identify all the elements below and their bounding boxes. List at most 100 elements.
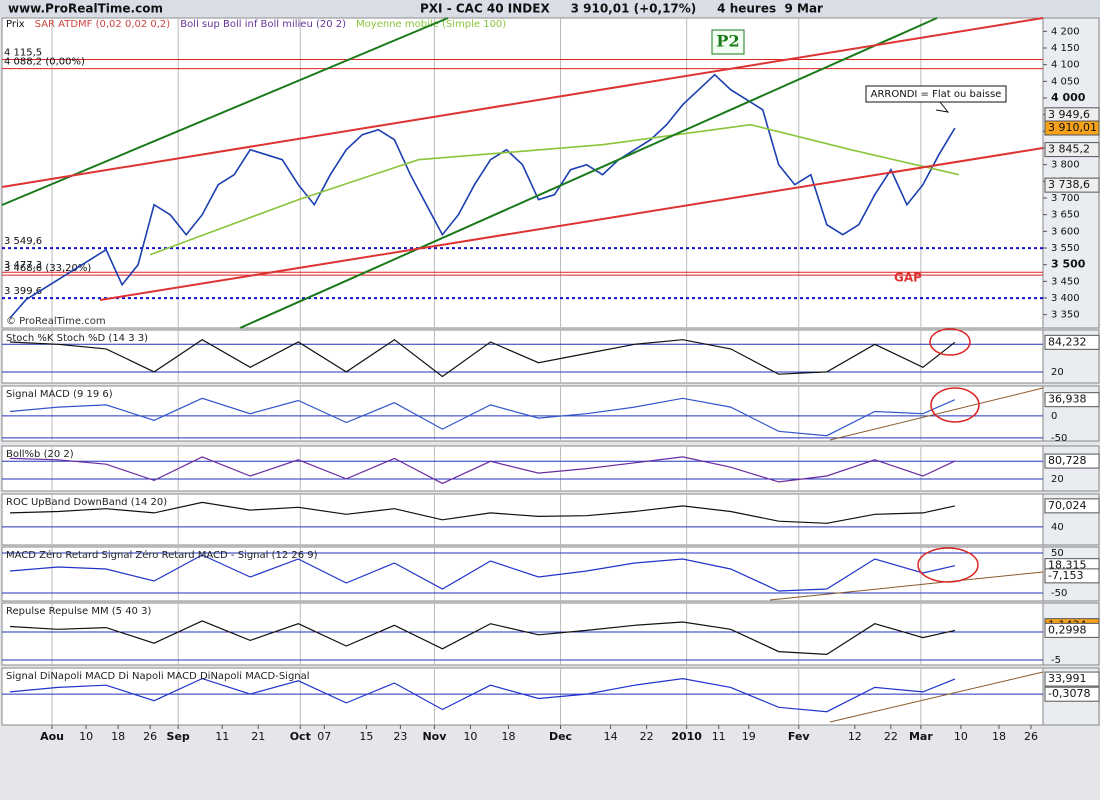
x-tick-label: 18 xyxy=(992,730,1006,743)
x-tick-label: 26 xyxy=(143,730,157,743)
value-box-label: 3 845,2 xyxy=(1048,143,1090,156)
x-tick-label: 10 xyxy=(954,730,968,743)
y-tick-label: 40 xyxy=(1051,522,1064,533)
legend-entry: Prix xyxy=(6,19,25,30)
y-tick-label: 3 700 xyxy=(1051,193,1080,204)
y-tick-label: 20 xyxy=(1051,474,1064,485)
x-tick-label: 18 xyxy=(501,730,515,743)
x-tick-label: 12 xyxy=(848,730,862,743)
y-tick-label: 50 xyxy=(1051,548,1064,559)
value-box-label: -7,153 xyxy=(1048,569,1083,582)
x-tick-label: Nov xyxy=(422,730,447,743)
note-box xyxy=(865,85,1007,103)
y-tick-label: -5 xyxy=(1051,655,1061,666)
level-label: 3 477,3 xyxy=(4,260,42,271)
level-label: 3 399,6 xyxy=(4,286,42,297)
panel xyxy=(1,493,1044,546)
value-box-label: 3 738,6 xyxy=(1048,178,1090,191)
y-tick-label: 3 500 xyxy=(1051,258,1086,271)
panel xyxy=(1,17,1044,329)
legend-entry: Boll sup Boll inf Boll milieu (20 2) xyxy=(180,19,346,30)
x-tick-label: 15 xyxy=(359,730,373,743)
x-tick-label: 10 xyxy=(79,730,93,743)
site-name: www.ProRealTime.com xyxy=(8,2,163,16)
y-tick-label: 20 xyxy=(1051,367,1064,378)
value-box-label: 70,024 xyxy=(1048,499,1087,512)
panel-title: Boll%b (20 2) xyxy=(6,449,74,460)
trend-line xyxy=(769,571,1044,601)
value-box xyxy=(1044,120,1100,136)
y-tick-label: 0 xyxy=(1051,411,1057,422)
series-line xyxy=(9,677,956,713)
level-label: 4 088,2 (0,00%) xyxy=(4,57,85,68)
level-label: 4 115,5 xyxy=(4,48,42,59)
value-box xyxy=(1044,622,1100,638)
value-box xyxy=(1044,453,1100,469)
x-tick-label: 21 xyxy=(251,730,265,743)
value-box xyxy=(1044,568,1100,584)
trend-line xyxy=(239,17,938,329)
x-tick-label: 22 xyxy=(640,730,654,743)
x-tick-label: 2010 xyxy=(671,730,702,743)
y-tick-label: 3 450 xyxy=(1051,276,1080,287)
highlight-circle xyxy=(929,328,971,356)
panel xyxy=(1,329,1044,384)
panel-title: Signal DiNapoli MACD Di Napoli MACD DiNa… xyxy=(6,671,310,682)
x-tick-label: Sep xyxy=(167,730,190,743)
legend-entry: SAR ATDMF (0,02 0,02 0,2) xyxy=(35,19,171,30)
panel xyxy=(1,667,1044,726)
x-tick-label: 07 xyxy=(317,730,331,743)
panel xyxy=(1,546,1044,602)
chart-title: PXI - CAC 40 INDEX 3 910,01 (+0,17%) 4 h… xyxy=(420,2,823,16)
axis-area xyxy=(1042,17,1100,329)
y-tick-label: 3 400 xyxy=(1051,293,1080,304)
panel xyxy=(1,602,1044,666)
y-tick-label: 3 600 xyxy=(1051,226,1080,237)
highlight-circle xyxy=(917,547,979,583)
value-box-label: 84,232 xyxy=(1048,335,1087,348)
value-box xyxy=(1044,498,1100,514)
level-label: 3 549,6 xyxy=(4,236,42,247)
panel-title: Signal MACD (9 19 6) xyxy=(6,389,113,400)
copyright: © ProRealTime.com xyxy=(6,316,106,327)
x-tick-label: Oct xyxy=(290,730,311,743)
value-box-label: 3 910,01 xyxy=(1048,121,1097,134)
trend-line xyxy=(1,17,1044,188)
x-tick-label: 22 xyxy=(884,730,898,743)
series-line xyxy=(9,501,956,524)
y-tick-label: 3 350 xyxy=(1051,310,1080,321)
p2-label: P2 xyxy=(716,32,739,51)
x-tick-label: 14 xyxy=(604,730,618,743)
panel-title: Stoch %K Stoch %D (14 3 3) xyxy=(6,333,148,344)
value-box xyxy=(1044,177,1100,193)
y-tick-label: 4 000 xyxy=(1051,91,1086,104)
value-box-label: 33,991 xyxy=(1048,672,1087,685)
series-line xyxy=(9,73,956,319)
highlight-circle xyxy=(930,387,980,423)
x-tick-label: 26 xyxy=(1024,730,1038,743)
series-line xyxy=(9,397,956,437)
x-tick-label: 11 xyxy=(712,730,726,743)
value-box xyxy=(1044,334,1100,350)
x-tick-label: 19 xyxy=(742,730,756,743)
note-arrow xyxy=(935,101,950,113)
x-tick-label: 10 xyxy=(463,730,477,743)
x-tick-label: 18 xyxy=(111,730,125,743)
x-tick-label: Mar xyxy=(909,730,933,743)
value-box xyxy=(1044,392,1100,408)
y-tick-label: -50 xyxy=(1051,588,1067,599)
series-line xyxy=(9,620,956,656)
series-line xyxy=(149,123,960,256)
header-bar xyxy=(0,0,1100,17)
y-tick-label: 3 550 xyxy=(1051,243,1080,254)
panels: 3 350 3 400 3 450 3 500 3 550 3 600 3 650 3 700… xyxy=(1,17,1100,743)
value-box-label: 36,938 xyxy=(1048,393,1087,406)
value-box-label: -0,3078 xyxy=(1048,687,1090,700)
trend-line xyxy=(829,387,1044,441)
trend-line xyxy=(1,17,449,206)
panel-title: MACD Zéro Retard Signal Zéro Retard MACD… xyxy=(6,549,318,561)
y-tick-label: 4 150 xyxy=(1051,43,1080,54)
value-box xyxy=(1044,686,1100,702)
gap-label: GAP xyxy=(894,271,922,285)
